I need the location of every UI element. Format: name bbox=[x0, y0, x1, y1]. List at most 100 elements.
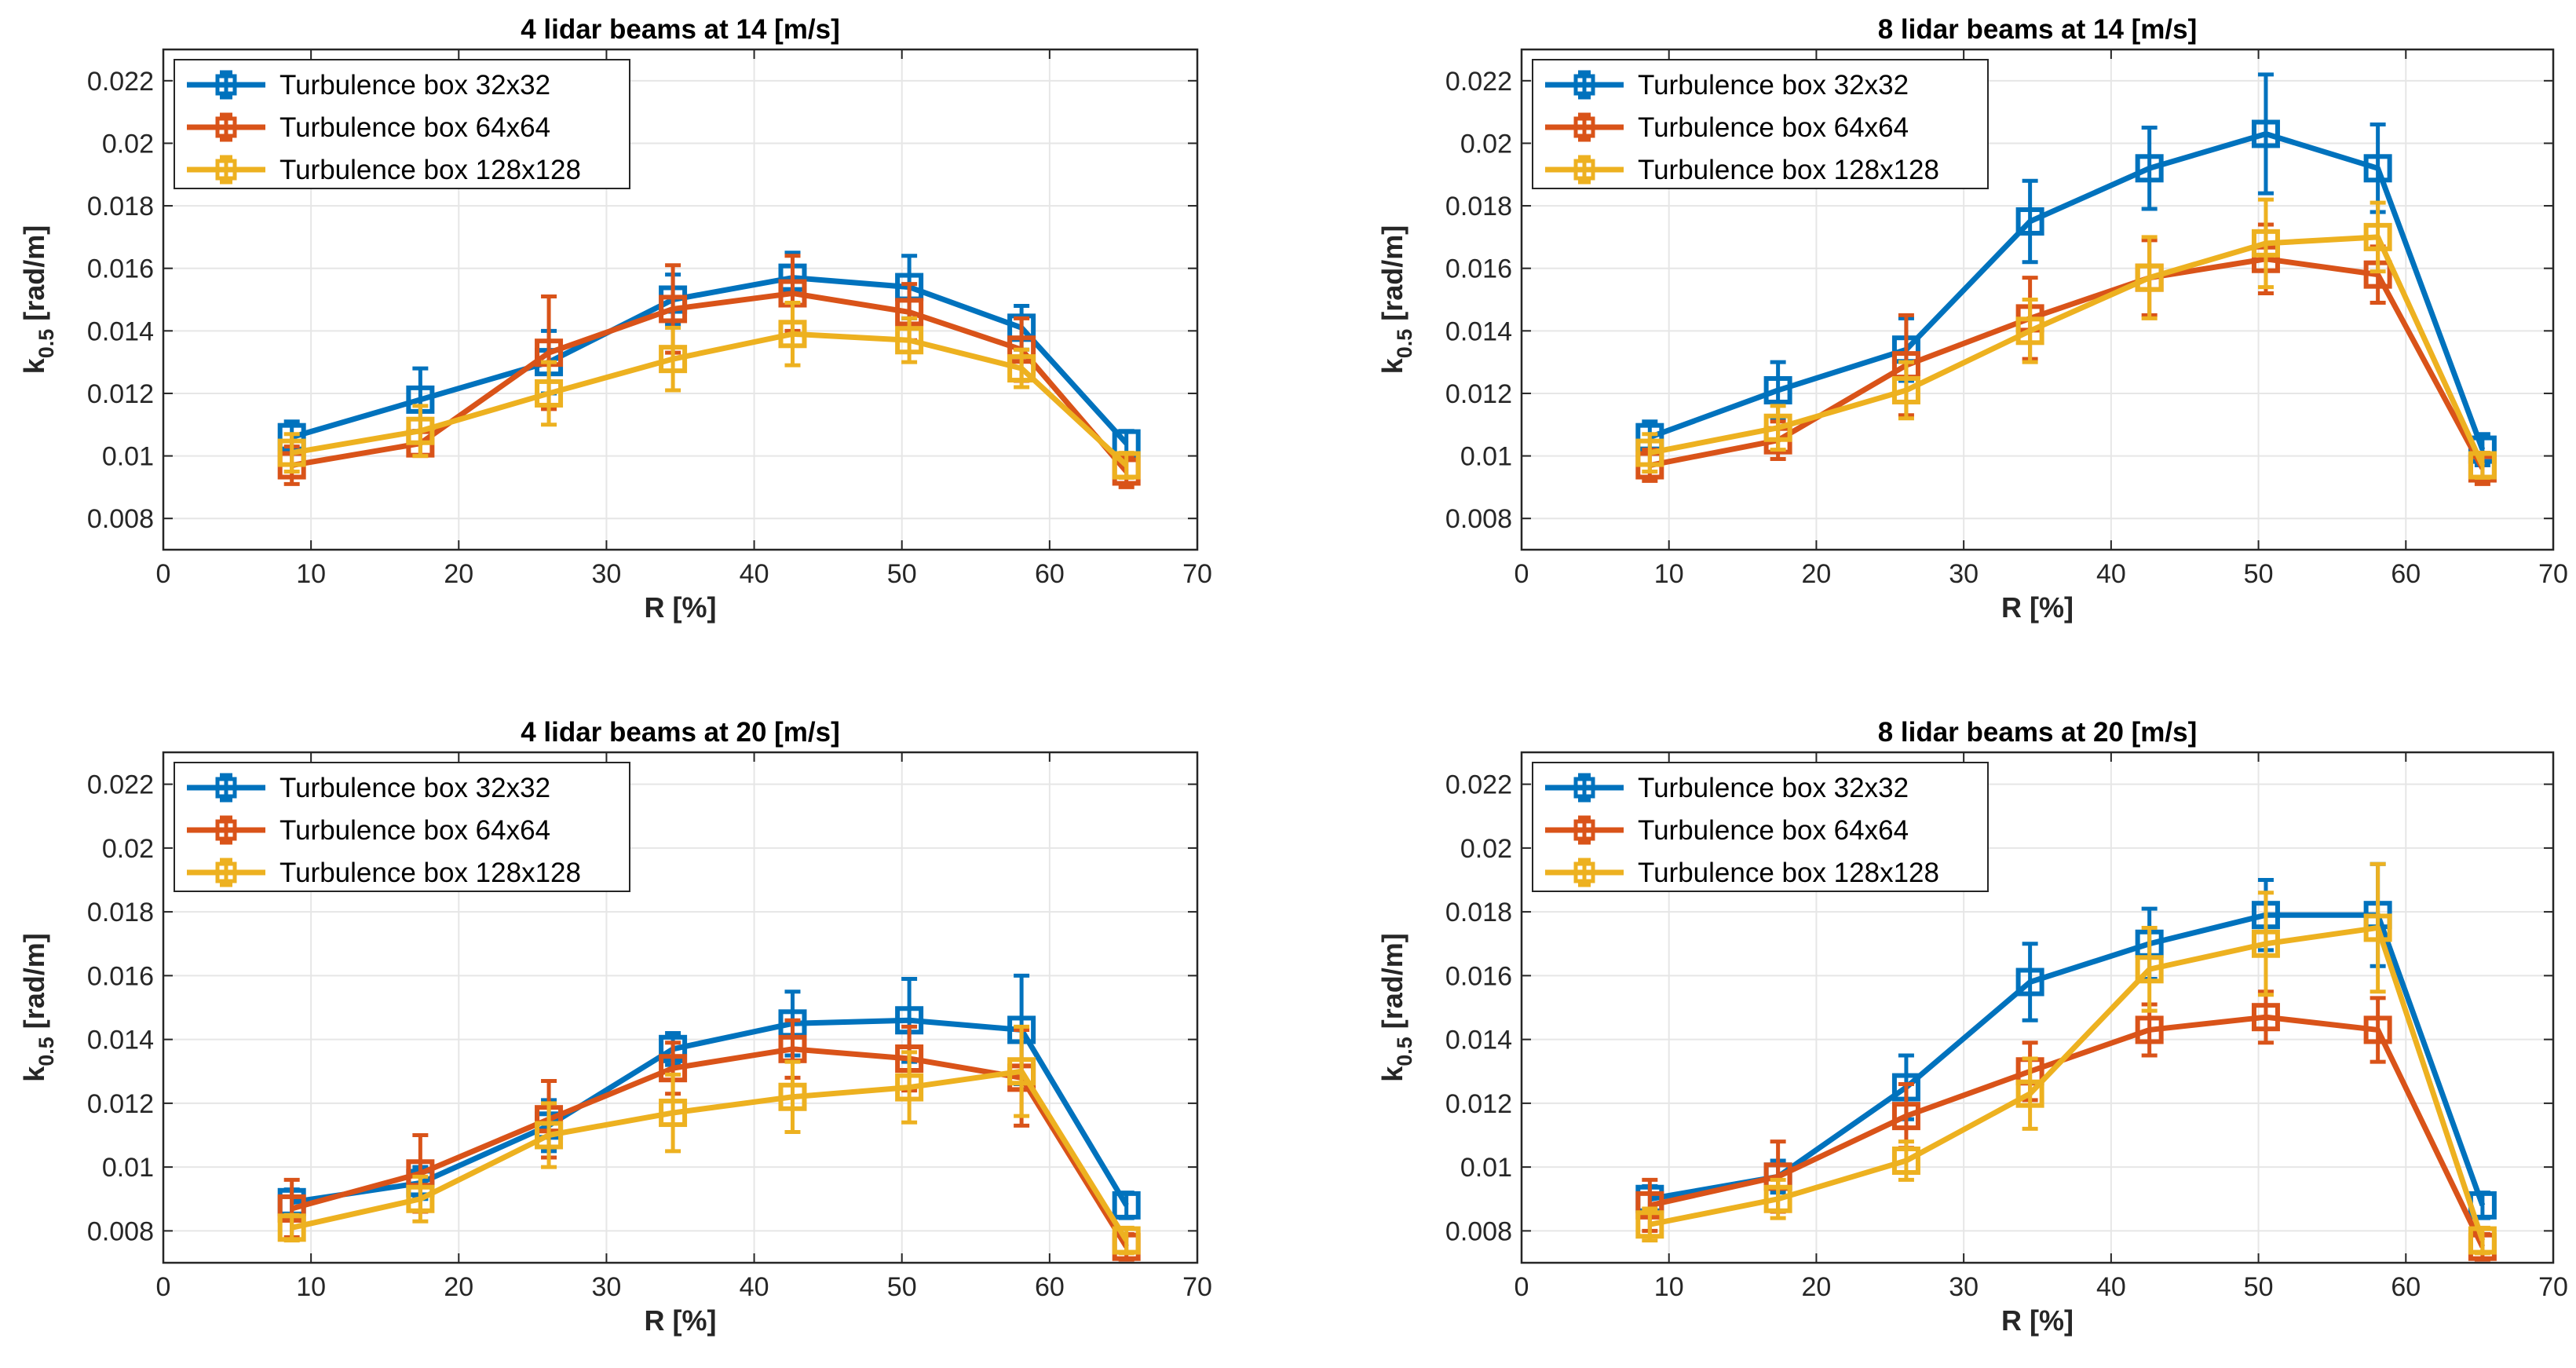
data-point-marker bbox=[2251, 929, 2280, 958]
data-point-marker bbox=[535, 379, 564, 408]
series-line bbox=[1649, 912, 2486, 1207]
x-tick-label: 0 bbox=[1515, 559, 1529, 589]
legend-item: Turbulence box 64x64 bbox=[1545, 815, 1909, 846]
legend-swatch-marker bbox=[1573, 74, 1595, 96]
data-point-marker bbox=[2015, 207, 2044, 236]
y-tick-label: 0.014 bbox=[87, 1026, 154, 1055]
legend-label: Turbulence box 32x32 bbox=[280, 70, 550, 101]
data-point-marker bbox=[659, 345, 688, 374]
axes-box bbox=[162, 48, 1199, 551]
x-tick-label: 60 bbox=[2391, 559, 2421, 589]
y-tick-label: 0.02 bbox=[1460, 129, 1512, 159]
legend-item: Turbulence box 64x64 bbox=[1545, 112, 1909, 143]
data-point-marker bbox=[277, 438, 306, 467]
data-point-marker bbox=[2363, 154, 2392, 183]
x-axis-label: R [%] bbox=[645, 1304, 717, 1337]
legend: Turbulence box 32x32 Turbulence box 64x64… bbox=[1532, 762, 1989, 892]
legend-item: Turbulence box 32x32 bbox=[187, 773, 550, 803]
y-tick-label: 0.012 bbox=[87, 1089, 154, 1119]
subplot-8-beams-14ms: 0 10 20 30 40 50 60 70 0.008 0.01 0.012 0.014 0.016 0… bbox=[1376, 14, 2568, 624]
series-line bbox=[291, 331, 1129, 468]
x-axis-label: R [%] bbox=[2001, 591, 2074, 624]
y-axis-label: k0.5 [rad/m] bbox=[18, 933, 58, 1082]
y-axis-label-symbol: k bbox=[18, 1066, 50, 1082]
x-tick-label: 60 bbox=[2391, 1272, 2421, 1302]
data-point-marker bbox=[1112, 1191, 1141, 1220]
legend-label: Turbulence box 128x128 bbox=[280, 858, 581, 888]
subplot-8-beams-20ms: 0 10 20 30 40 50 60 70 0.008 0.01 0.012 0.014 0.016 0… bbox=[1376, 717, 2568, 1337]
x-tick-label: 0 bbox=[156, 559, 171, 589]
y-tick-label: 0.014 bbox=[87, 316, 154, 346]
y-axis-label: k0.5 [rad/m] bbox=[1376, 225, 1416, 375]
data-point-marker bbox=[778, 320, 807, 349]
y-axis-label-symbol: k bbox=[1376, 1066, 1409, 1082]
y-tick-label: 0.022 bbox=[1445, 67, 1512, 97]
data-point-marker bbox=[406, 416, 435, 445]
y-tick-label: 0.01 bbox=[1460, 1153, 1512, 1183]
series-line bbox=[1649, 1014, 2486, 1249]
data-point-marker bbox=[1112, 1226, 1141, 1255]
y-tick-label: 0.008 bbox=[1445, 504, 1512, 534]
legend-item: Turbulence box 128x128 bbox=[1545, 858, 1939, 888]
legend-item: Turbulence box 64x64 bbox=[187, 815, 550, 846]
y-tick-label: 0.01 bbox=[1460, 442, 1512, 472]
data-point-marker bbox=[2251, 229, 2280, 258]
x-tick-label: 40 bbox=[740, 559, 769, 589]
x-tick-label: 70 bbox=[2538, 1272, 2568, 1302]
y-tick-label: 0.018 bbox=[87, 192, 154, 221]
x-tick-label: 30 bbox=[592, 559, 622, 589]
legend-label: Turbulence box 32x32 bbox=[280, 773, 550, 803]
legend-swatch-marker bbox=[215, 777, 237, 799]
y-axis-label-unit: [rad/m] bbox=[18, 225, 50, 329]
legend-item: Turbulence box 128x128 bbox=[1545, 155, 1939, 185]
series-line bbox=[290, 1068, 1129, 1242]
x-tick-label: 20 bbox=[1802, 1272, 1832, 1302]
data-point-marker bbox=[1635, 438, 1664, 467]
x-tick-label: 0 bbox=[1515, 1272, 1529, 1302]
x-tick-label: 10 bbox=[1654, 559, 1684, 589]
y-axis-label-unit: [rad/m] bbox=[1376, 225, 1409, 329]
y-tick-label: 0.008 bbox=[87, 1216, 154, 1246]
data-point-marker bbox=[2135, 955, 2164, 984]
chart-title: 4 lidar beams at 14 [m/s] bbox=[521, 14, 840, 45]
legend-swatch-marker bbox=[1573, 861, 1595, 883]
data-point-marker bbox=[1891, 1102, 1920, 1131]
legend-swatch-marker bbox=[1573, 116, 1595, 138]
legend-swatch-marker bbox=[1573, 777, 1595, 799]
x-tick-label: 20 bbox=[444, 1272, 473, 1302]
x-tick-label: 70 bbox=[1182, 1272, 1212, 1302]
data-point-marker bbox=[2468, 1226, 2497, 1255]
y-axis-label: k0.5 [rad/m] bbox=[1376, 933, 1416, 1082]
series-line bbox=[1649, 256, 2485, 470]
legend-label: Turbulence box 128x128 bbox=[1638, 155, 1939, 185]
y-tick-label: 0.016 bbox=[87, 961, 154, 991]
x-tick-label: 50 bbox=[887, 1272, 917, 1302]
legend-label: Turbulence box 128x128 bbox=[1638, 858, 1939, 888]
series-3 bbox=[277, 300, 1141, 480]
data-point-marker bbox=[1763, 1184, 1792, 1213]
data-point-marker bbox=[535, 1121, 564, 1150]
series-line bbox=[1649, 130, 2486, 451]
series-line bbox=[1649, 924, 2486, 1242]
y-axis-label-symbol: k bbox=[18, 357, 50, 374]
x-tick-label: 60 bbox=[1035, 1272, 1065, 1302]
data-point-marker bbox=[277, 1213, 306, 1242]
legend-label: Turbulence box 128x128 bbox=[280, 155, 581, 185]
y-tick-label: 0.02 bbox=[102, 834, 154, 864]
legend-swatch-marker bbox=[1573, 819, 1595, 841]
y-axis-label-unit: [rad/m] bbox=[18, 933, 50, 1037]
chart-title: 4 lidar beams at 20 [m/s] bbox=[521, 717, 840, 748]
axes-box bbox=[162, 751, 1199, 1264]
y-axis-label-symbol: k bbox=[1376, 357, 1409, 374]
data-point-marker bbox=[1763, 375, 1792, 404]
y-tick-label: 0.008 bbox=[1445, 1216, 1512, 1246]
legend: Turbulence box 32x32 Turbulence box 64x64… bbox=[174, 59, 630, 189]
legend-item: Turbulence box 32x32 bbox=[1545, 70, 1909, 101]
legend-label: Turbulence box 64x64 bbox=[1638, 112, 1909, 143]
y-tick-label: 0.012 bbox=[1445, 379, 1512, 409]
series-line bbox=[1649, 234, 2486, 466]
y-tick-label: 0.018 bbox=[1445, 898, 1512, 927]
y-tick-label: 0.02 bbox=[102, 129, 154, 159]
y-tick-label: 0.022 bbox=[87, 67, 154, 97]
